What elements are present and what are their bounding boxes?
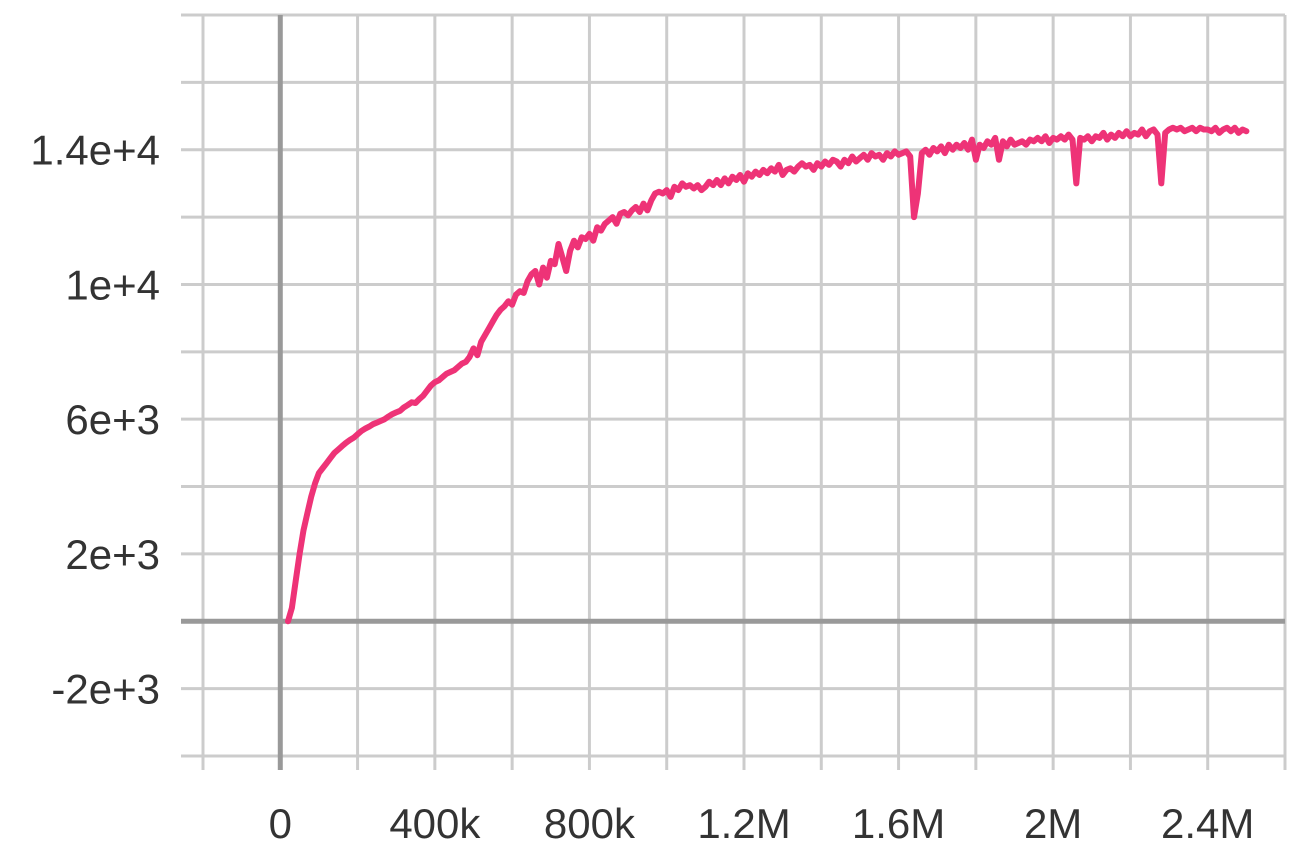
- chart-grid: [181, 13, 1287, 770]
- x-tick-label: 2.4M: [1161, 800, 1254, 847]
- y-tick-label: 1.4e+4: [30, 127, 160, 174]
- chart-axes: [181, 15, 1285, 770]
- y-tick-label: 6e+3: [65, 396, 160, 443]
- chart-series: [285, 124, 1250, 625]
- chart-tick-labels: 0 400k 800k 1.2M 1.6M 2M 2.4M -2e+3 2e+3 6e+3 1e+4…: [30, 127, 1254, 847]
- x-tick-label: 2M: [1024, 800, 1082, 847]
- x-tick-label: 400k: [389, 800, 481, 847]
- series-line: [285, 124, 1250, 625]
- y-tick-label: 2e+3: [65, 531, 160, 578]
- x-tick-label: 1.2M: [697, 800, 790, 847]
- y-tick-label: -2e+3: [51, 666, 160, 713]
- x-tick-label: 1.6M: [852, 800, 945, 847]
- y-tick-label: 1e+4: [65, 261, 160, 308]
- x-tick-label: 0: [269, 800, 292, 847]
- x-tick-label: 800k: [544, 800, 636, 847]
